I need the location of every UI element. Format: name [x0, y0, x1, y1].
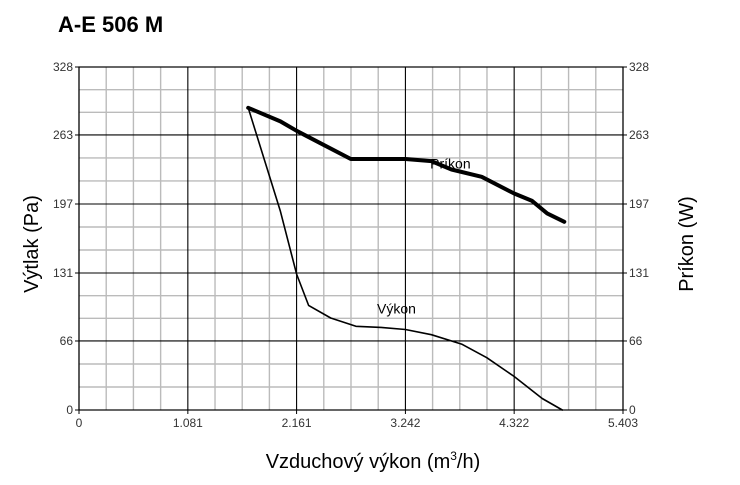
x-axis-title: Vzduchový výkon (m3/h)	[266, 449, 481, 473]
grid-minor	[79, 67, 623, 410]
y-tick-label-right: 263	[629, 128, 649, 142]
y-tick-label-left: 328	[53, 60, 73, 74]
series-line-prikon	[246, 105, 567, 224]
right-tick-labels: 0 66 131 197 263 328	[623, 60, 649, 417]
y-tick-label-right: 131	[629, 266, 649, 280]
y-tick-label-left: 0	[66, 403, 73, 417]
x-tick-labels: 0 1.081 2.161 3.242 4.322 5.403	[76, 410, 638, 430]
y-axis-title-left: Výtlak (Pa)	[21, 195, 43, 293]
x-axis-title-tail: /h)	[457, 451, 480, 473]
x-axis-title-sup: 3	[450, 449, 457, 463]
series-line-vykon	[247, 107, 564, 411]
y-tick-label-left: 66	[60, 334, 74, 348]
y-tick-label-right: 0	[629, 403, 636, 417]
series-group: Výkon Príkon	[246, 105, 567, 411]
x-tick-label: 0	[76, 416, 83, 430]
chart-title: A-E 506 M	[58, 12, 164, 37]
series-label-prikon: Príkon	[430, 156, 470, 172]
y-tick-label-right: 328	[629, 60, 649, 74]
y-tick-label-left: 197	[53, 197, 73, 211]
y-axis-title-right: Príkon (W)	[676, 196, 698, 292]
y-tick-label-left: 263	[53, 128, 73, 142]
x-tick-label: 5.403	[608, 416, 638, 430]
x-tick-label: 3.242	[390, 416, 420, 430]
left-tick-labels: 0 66 131 197 263 328	[53, 60, 79, 417]
y-tick-label-right: 197	[629, 197, 649, 211]
plot-frame	[78, 66, 624, 411]
x-axis-title-main: Vzduchový výkon (m	[266, 451, 451, 473]
x-tick-label: 4.322	[499, 416, 529, 430]
x-tick-label: 2.161	[282, 416, 312, 430]
y-tick-label-right: 66	[629, 334, 643, 348]
y-tick-label-left: 131	[53, 266, 73, 280]
x-tick-label: 1.081	[173, 416, 203, 430]
series-label-vykon: Výkon	[377, 300, 416, 316]
